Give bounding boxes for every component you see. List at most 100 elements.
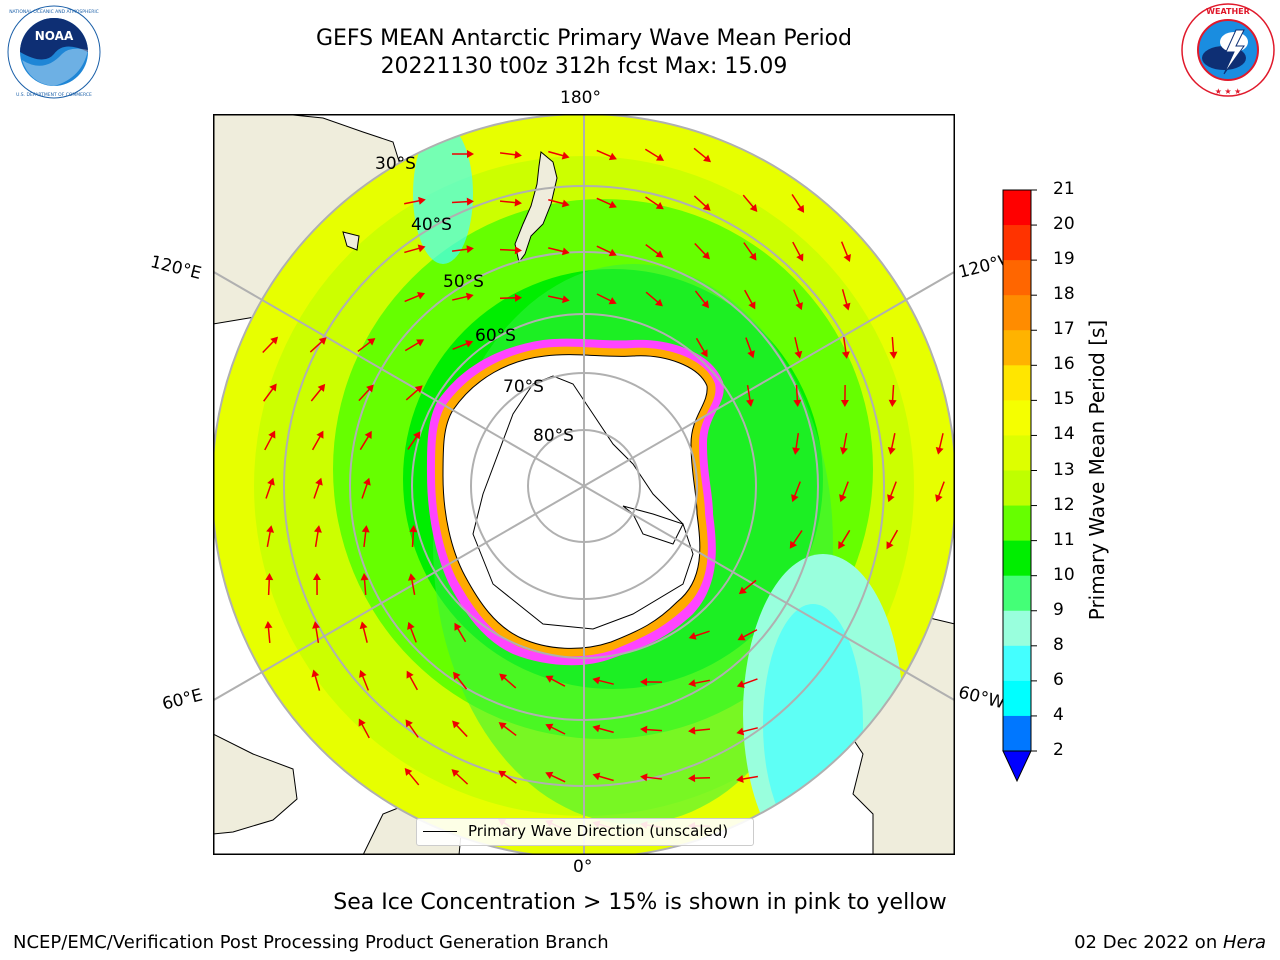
wave-arrow <box>360 673 370 691</box>
noaa-logo-text: NOAA <box>35 29 74 43</box>
wave-arrow-head <box>514 150 522 159</box>
wave-arrow <box>741 579 757 593</box>
wave-arrow-head <box>592 724 601 733</box>
wave-arrow-head <box>700 349 708 358</box>
wave-arrow-head <box>407 621 415 630</box>
colorbar-tick-label: 16 <box>1053 354 1075 375</box>
wave-arrow-head <box>796 253 804 262</box>
wave-arrow <box>548 295 566 301</box>
map-legend: Primary Wave Direction (unscaled) <box>416 818 754 846</box>
wave-arrow <box>454 674 468 690</box>
wave-arrow <box>694 242 708 258</box>
wave-arrow <box>501 675 517 689</box>
colorbar-tick-label: 13 <box>1053 459 1075 480</box>
wave-arrow <box>548 677 566 687</box>
footer-credit: NCEP/EMC/Verification Post Processing Pr… <box>13 932 609 953</box>
wave-arrow-head <box>789 540 797 549</box>
colorbar-tick-label: 18 <box>1053 284 1075 305</box>
wave-arrow-head <box>736 775 744 783</box>
wave-arrow <box>363 576 367 596</box>
wave-arrow <box>693 147 709 161</box>
wave-arrow-head <box>838 541 846 550</box>
wave-arrow-head <box>409 525 418 533</box>
wave-arrow <box>314 624 320 644</box>
wave-arrow-head <box>359 621 368 630</box>
wave-arrow-head <box>312 621 321 629</box>
wave-arrow-head <box>608 248 617 257</box>
wave-arrow <box>499 152 519 156</box>
colorbar-band <box>1003 225 1031 261</box>
wave-arrow <box>266 529 272 547</box>
wave-arrow-head <box>545 771 554 780</box>
legend-line-swatch <box>423 831 457 832</box>
colorbar-tick-label: 19 <box>1053 249 1075 270</box>
colorbar-band <box>1003 540 1031 577</box>
svg-text:U.S. DEPARTMENT OF COMMERCE: U.S. DEPARTMENT OF COMMERCE <box>16 92 92 98</box>
colorbar-tick-label: 14 <box>1053 424 1075 445</box>
wave-arrow-head <box>358 718 366 727</box>
wave-arrow <box>313 673 321 691</box>
wave-arrow <box>887 529 899 547</box>
wave-arrow-head <box>688 774 696 783</box>
wave-arrow-head <box>749 204 758 212</box>
wave-arrow-head <box>843 254 851 263</box>
wave-arrow-head <box>545 675 554 683</box>
colorbar-band <box>1003 365 1031 401</box>
colorbar-band <box>1003 715 1031 752</box>
wave-arrow <box>452 342 470 350</box>
svg-text:NATIONAL OCEANIC AND ATMOSPHER: NATIONAL OCEANIC AND ATMOSPHERIC <box>9 9 99 15</box>
chart-subtitle: 20221130 t00z 312h fcst Max: 15.09 <box>380 54 788 79</box>
wave-arrow <box>410 577 416 595</box>
wave-arrow <box>404 246 422 254</box>
wave-arrow <box>744 289 754 307</box>
lat-label-40s: 40°S <box>411 215 452 235</box>
footer-machine: Hera <box>1222 932 1266 953</box>
wave-arrow <box>314 528 320 548</box>
wave-arrow-head <box>736 680 745 688</box>
wave-arrow <box>404 340 422 352</box>
wave-arrow <box>405 387 421 401</box>
wave-arrow-head <box>791 494 799 503</box>
wave-arrow <box>841 481 849 499</box>
wave-arrow-head <box>311 669 320 678</box>
wave-arrow-head <box>561 151 570 160</box>
lat-label-50s: 50°S <box>443 272 484 292</box>
wave-arrow-head <box>688 679 696 688</box>
wave-arrow-head <box>688 726 696 735</box>
longitude-grid <box>213 114 955 855</box>
colorbar-band <box>1003 680 1031 717</box>
wave-arrow-head <box>745 399 754 407</box>
wave-arrow-head <box>359 669 367 678</box>
wave-arrow-head <box>935 494 943 503</box>
wave-arrow-head <box>842 302 851 311</box>
wave-arrow-head <box>840 399 849 407</box>
wave-arrow-head <box>592 772 601 781</box>
wave-arrow <box>794 337 800 355</box>
wave-arrow-head <box>794 350 803 359</box>
wave-arrow <box>267 624 271 644</box>
wave-arrow-head <box>466 245 474 254</box>
wave-arrow <box>841 289 849 307</box>
wave-arrow-head <box>466 149 474 158</box>
wave-arrow <box>409 625 417 643</box>
wave-arrow <box>739 775 759 781</box>
wave-arrow-head <box>640 677 648 686</box>
wave-arrow-head <box>887 494 895 503</box>
wave-arrow-head <box>514 293 522 302</box>
colorbar-band <box>1003 330 1031 366</box>
colorbar-tick-label: 2 <box>1053 740 1064 760</box>
wave-arrow-head <box>748 301 756 310</box>
wave-arrow-head <box>793 399 802 407</box>
wave-arrow-head <box>702 251 710 260</box>
wave-arrow <box>692 630 710 638</box>
colorbar-tick-label: 11 <box>1053 529 1075 550</box>
wave-arrow-head <box>702 203 711 211</box>
wave-arrow-head <box>465 292 474 301</box>
lat-label-60s: 60°S <box>475 326 516 346</box>
wave-arrow-head <box>266 525 275 533</box>
wave-arrow <box>358 386 372 402</box>
colorbar-tick-label: 6 <box>1053 669 1064 690</box>
wave-arrow-head <box>935 446 944 455</box>
wave-arrow <box>691 776 711 780</box>
wave-arrow-head <box>265 573 274 581</box>
